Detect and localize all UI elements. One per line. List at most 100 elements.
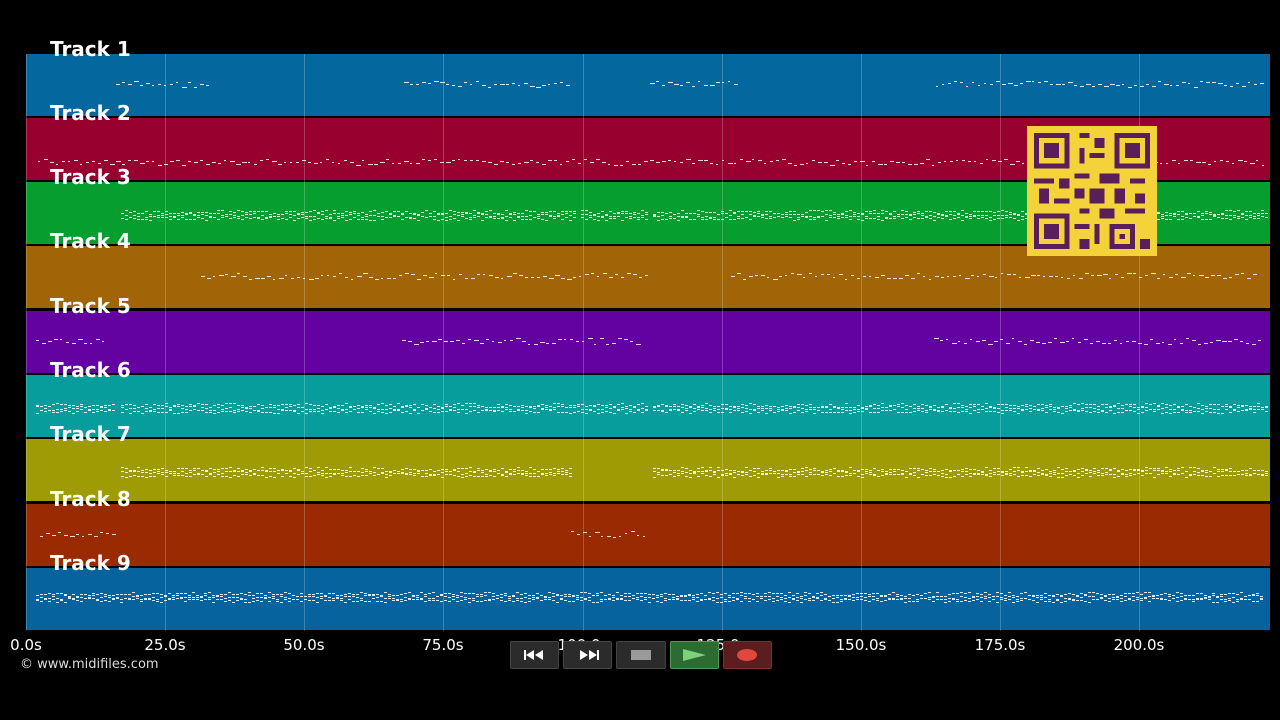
record-button[interactable] bbox=[722, 641, 773, 669]
note-mark bbox=[293, 477, 296, 478]
note-mark bbox=[152, 597, 155, 598]
note-mark bbox=[716, 82, 720, 83]
note-mark bbox=[1196, 599, 1199, 600]
note-mark bbox=[317, 213, 320, 214]
note-mark bbox=[493, 218, 496, 219]
note-mark bbox=[908, 601, 911, 602]
note-mark bbox=[380, 601, 383, 602]
note-mark bbox=[285, 473, 288, 474]
note-mark bbox=[592, 595, 595, 596]
note-mark bbox=[473, 476, 476, 477]
note-mark bbox=[145, 404, 148, 405]
note-mark bbox=[416, 163, 420, 164]
note-mark bbox=[1068, 82, 1073, 83]
note-mark bbox=[816, 598, 819, 599]
note-mark bbox=[1076, 596, 1079, 597]
note-mark bbox=[44, 408, 47, 409]
note-mark bbox=[1186, 338, 1189, 339]
note-mark bbox=[928, 597, 931, 598]
note-mark bbox=[68, 405, 71, 406]
note-mark bbox=[996, 602, 999, 603]
note-mark bbox=[900, 598, 903, 599]
note-mark bbox=[165, 214, 168, 215]
note-mark bbox=[993, 468, 996, 469]
note-mark bbox=[448, 597, 451, 598]
note-mark bbox=[985, 467, 988, 468]
note-mark bbox=[333, 473, 336, 474]
note-mark bbox=[1001, 472, 1004, 473]
note-mark bbox=[1193, 474, 1196, 475]
note-mark bbox=[1212, 595, 1215, 596]
play-button[interactable] bbox=[669, 641, 719, 669]
note-mark bbox=[966, 86, 968, 87]
note-mark bbox=[545, 409, 548, 410]
note-mark bbox=[1221, 413, 1224, 414]
note-mark bbox=[513, 212, 516, 213]
note-mark bbox=[1000, 339, 1003, 340]
note-mark bbox=[689, 406, 692, 407]
note-mark bbox=[124, 594, 127, 595]
note-mark bbox=[233, 470, 236, 471]
note-mark bbox=[916, 599, 919, 600]
stop-button[interactable] bbox=[616, 641, 666, 669]
note-mark bbox=[1065, 406, 1068, 407]
note-mark bbox=[1005, 473, 1008, 474]
rewind-button[interactable] bbox=[510, 641, 560, 669]
note-mark bbox=[428, 83, 431, 84]
note-mark bbox=[680, 600, 683, 601]
note-mark bbox=[555, 275, 560, 276]
note-mark bbox=[941, 215, 944, 216]
note-mark bbox=[650, 83, 655, 84]
note-mark bbox=[873, 474, 876, 475]
fast-forward-button[interactable] bbox=[563, 641, 613, 669]
note-mark bbox=[897, 404, 900, 405]
note-mark bbox=[665, 470, 668, 471]
note-mark bbox=[464, 597, 467, 598]
note-mark bbox=[685, 216, 688, 217]
note-mark bbox=[327, 275, 329, 276]
note-mark bbox=[905, 217, 908, 218]
note-mark bbox=[465, 212, 468, 213]
note-mark bbox=[1240, 341, 1243, 342]
note-mark bbox=[393, 216, 396, 217]
note-mark bbox=[1073, 409, 1076, 410]
note-mark bbox=[725, 469, 728, 470]
note-mark bbox=[1122, 84, 1124, 85]
note-mark bbox=[121, 218, 124, 219]
note-mark bbox=[537, 412, 540, 413]
note-mark bbox=[52, 596, 55, 597]
note-mark bbox=[1249, 408, 1252, 409]
note-mark bbox=[221, 468, 224, 469]
note-mark bbox=[554, 160, 557, 161]
note-mark bbox=[953, 470, 956, 471]
note-mark bbox=[1066, 341, 1069, 342]
note-mark bbox=[545, 405, 548, 406]
note-mark bbox=[229, 411, 232, 412]
note-mark bbox=[1225, 409, 1228, 410]
note-mark bbox=[657, 220, 660, 221]
note-mark bbox=[1000, 593, 1003, 594]
note-mark bbox=[476, 596, 479, 597]
note-mark bbox=[813, 407, 816, 408]
note-mark bbox=[124, 598, 127, 599]
note-mark bbox=[446, 162, 451, 163]
note-mark bbox=[462, 343, 465, 344]
note-mark bbox=[315, 278, 319, 279]
note-mark bbox=[1161, 216, 1164, 217]
note-mark bbox=[980, 601, 983, 602]
note-mark bbox=[676, 596, 679, 597]
note-mark bbox=[808, 593, 811, 594]
note-mark bbox=[620, 598, 623, 599]
note-mark bbox=[1177, 407, 1180, 408]
note-mark bbox=[914, 164, 918, 165]
note-mark bbox=[577, 406, 580, 407]
note-mark bbox=[1225, 218, 1228, 219]
note-mark bbox=[445, 217, 448, 218]
note-mark bbox=[933, 212, 936, 213]
note-mark bbox=[461, 212, 464, 213]
note-mark bbox=[1240, 592, 1243, 593]
note-mark bbox=[937, 411, 940, 412]
note-mark bbox=[957, 474, 960, 475]
note-mark bbox=[98, 163, 101, 164]
note-mark bbox=[591, 273, 594, 274]
